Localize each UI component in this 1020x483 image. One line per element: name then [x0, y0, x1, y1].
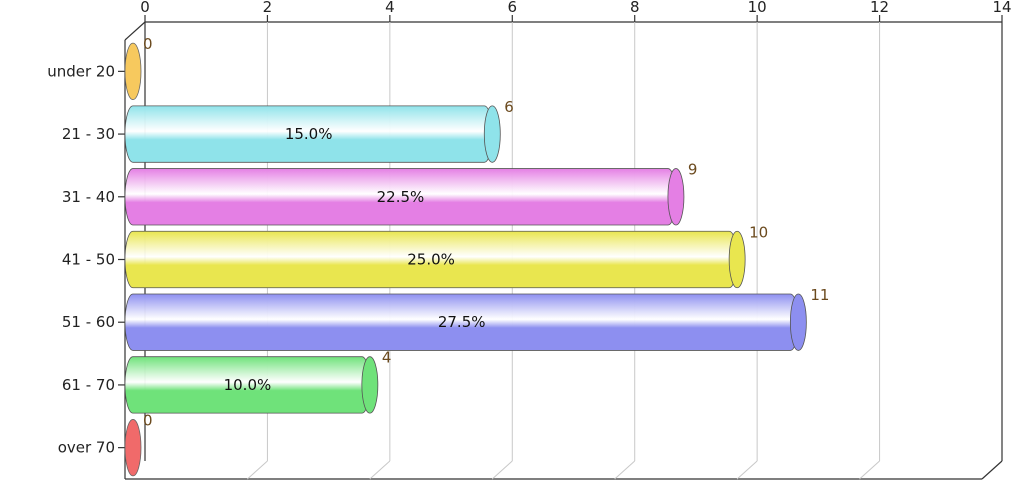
x-tick-label-4: 4 — [385, 0, 395, 16]
frame-depth-top — [125, 22, 145, 40]
bars — [125, 43, 806, 476]
value-label-61-70: 4 — [382, 349, 392, 367]
bar-cap-over-70 — [125, 419, 141, 475]
category-label-under-20: under 20 — [47, 62, 115, 80]
x-tick-label-12: 12 — [870, 0, 889, 16]
bar-over-70 — [125, 419, 141, 475]
category-label-31-40: 31 - 40 — [62, 188, 115, 206]
gridline-floor-8 — [615, 461, 635, 479]
bar-cap-51-60 — [790, 294, 806, 350]
category-label-61-70: 61 - 70 — [62, 376, 115, 394]
x-tick-label-10: 10 — [748, 0, 767, 16]
category-label-21-30: 21 - 30 — [62, 125, 115, 143]
gridline-floor-10 — [737, 461, 757, 479]
x-tick-label-8: 8 — [630, 0, 640, 16]
bar-cap-31-40 — [668, 169, 684, 225]
gridline-floor-6 — [492, 461, 512, 479]
percent-label-41-50: 25.0% — [407, 251, 455, 269]
value-label-41-50: 10 — [749, 223, 768, 241]
percent-label-51-60: 27.5% — [438, 313, 486, 331]
x-axis-ticks: 0 2 4 6 8 10 12 14 — [140, 0, 1011, 22]
gridline-floor-12 — [860, 461, 880, 479]
bar-under-20 — [125, 43, 141, 99]
bar-cap-under-20 — [125, 43, 141, 99]
gridline-floor-2 — [247, 461, 267, 479]
y-axis-categories: under 20 21 - 30 31 - 40 41 - 50 51 - 60 61 -… — [47, 62, 125, 456]
percent-label-31-40: 22.5% — [377, 188, 425, 206]
frame-depth-bottom — [982, 461, 1002, 479]
bar-cap-21-30 — [484, 106, 500, 162]
x-tick-label-14: 14 — [992, 0, 1011, 16]
category-label-51-60: 51 - 60 — [62, 313, 115, 331]
value-label-under-20: 0 — [143, 35, 153, 53]
value-label-over-70: 0 — [143, 411, 153, 429]
category-label-41-50: 41 - 50 — [62, 251, 115, 269]
value-label-21-30: 6 — [504, 98, 514, 116]
x-tick-label-6: 6 — [508, 0, 518, 16]
bar-cap-61-70 — [362, 357, 378, 413]
x-tick-label-2: 2 — [263, 0, 273, 16]
x-tick-label-0: 0 — [140, 0, 150, 16]
value-label-31-40: 9 — [688, 161, 698, 179]
percent-label-61-70: 10.0% — [224, 376, 272, 394]
percent-label-21-30: 15.0% — [285, 125, 333, 143]
value-label-51-60: 11 — [810, 286, 829, 304]
category-label-over-70: over 70 — [58, 439, 115, 457]
gridline-floor-4 — [370, 461, 390, 479]
bar-cap-41-50 — [729, 231, 745, 287]
